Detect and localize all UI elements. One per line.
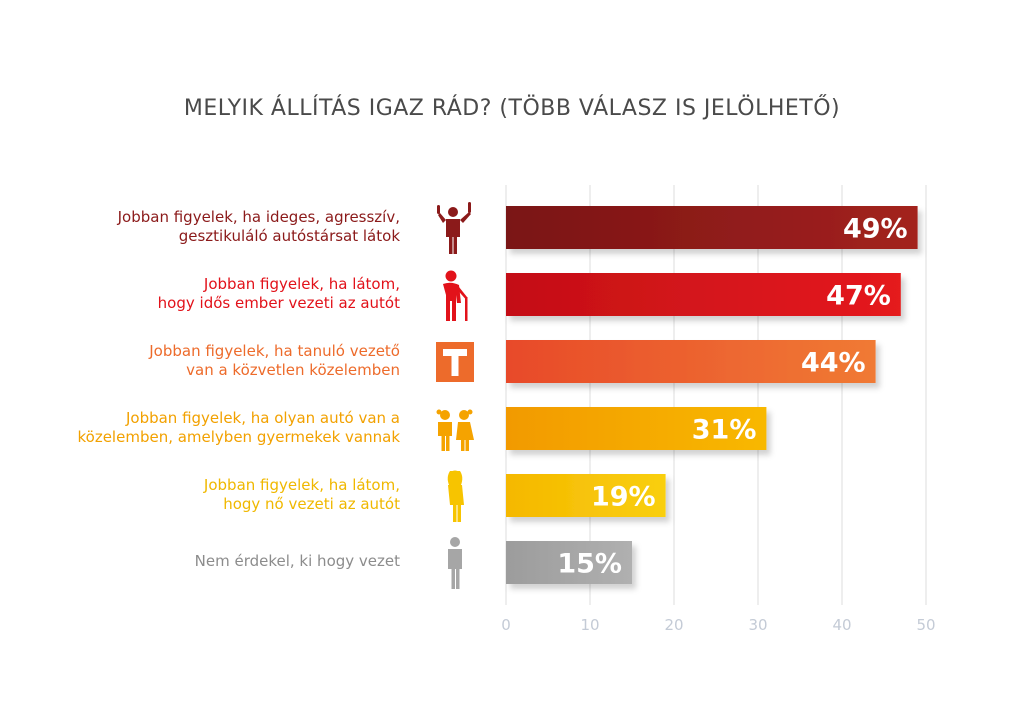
- category-label-line: Jobban figyelek, ha olyan autó van a: [125, 408, 400, 427]
- category-label-line: Jobban figyelek, ha ideges, agresszív,: [117, 207, 400, 226]
- x-tick-label: 20: [664, 616, 683, 634]
- bar: [506, 340, 876, 383]
- category-label-line: hogy idős ember vezeti az autót: [157, 293, 400, 312]
- bar: [506, 541, 632, 584]
- bar-value-label: 49%: [843, 214, 908, 245]
- category-label-line: hogy nő vezeti az autót: [223, 494, 400, 513]
- bar: [506, 206, 918, 249]
- x-tick-label: 30: [748, 616, 767, 634]
- bar-value-label: 15%: [557, 549, 622, 580]
- chart-title: MELYIK ÁLLÍTÁS IGAZ RÁD? (TÖBB VÁLASZ IS…: [183, 96, 841, 121]
- x-tick-label: 0: [501, 616, 511, 634]
- bar: [506, 273, 901, 316]
- bar: [506, 474, 666, 517]
- category-label-line: Nem érdekel, ki hogy vezet: [194, 552, 400, 570]
- category-label-line: közelemben, amelyben gyermekek vannak: [77, 427, 401, 446]
- person-icon: [433, 535, 477, 591]
- x-tick-label: 50: [916, 616, 935, 634]
- bar-value-label: 47%: [826, 281, 891, 312]
- category-label: Jobban figyelek, ha olyan autó van a köze…: [60, 408, 401, 447]
- elderly-person-icon: [433, 267, 477, 323]
- category-label-line: Jobban figyelek, ha tanuló vezető: [149, 341, 400, 360]
- category-label: Nem érdekel, ki hogy vezet: [60, 552, 400, 571]
- x-tick-label: 40: [832, 616, 851, 634]
- bar-value-label: 19%: [591, 482, 656, 513]
- angry-man-icon: [433, 200, 477, 256]
- learner-t-icon: [433, 334, 477, 390]
- woman-icon: [433, 468, 477, 524]
- category-label: Jobban figyelek, ha látom, hogy nő vezeti…: [60, 476, 400, 514]
- category-label-line: Jobban figyelek, ha látom,: [203, 475, 400, 494]
- category-label: Jobban figyelek, ha ideges, agresszív, ge…: [60, 208, 400, 246]
- children-icon: [433, 401, 477, 457]
- x-tick-label: 10: [580, 616, 599, 634]
- category-label-line: Jobban figyelek, ha látom,: [203, 274, 400, 293]
- category-label: Jobban figyelek, ha tanuló vezető van a k…: [60, 342, 400, 380]
- bar: [506, 407, 767, 450]
- bar-value-label: 31%: [692, 415, 757, 446]
- bar-value-label: 44%: [801, 348, 866, 379]
- category-label-line: gesztikuláló autóstársat látok: [178, 226, 400, 245]
- category-label-line: van a közvetlen közelemben: [186, 360, 400, 379]
- category-label: Jobban figyelek, ha látom, hogy idős embe…: [60, 275, 400, 313]
